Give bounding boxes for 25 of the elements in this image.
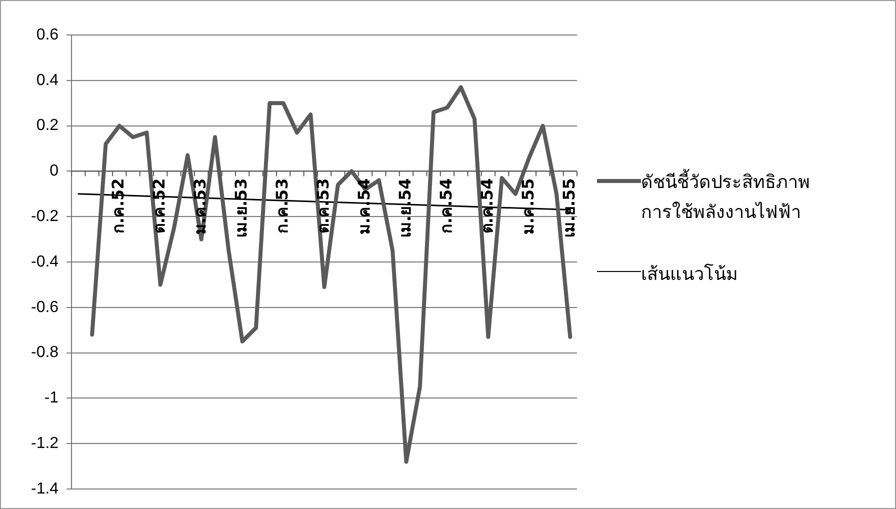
x-tick-label: เม.ย.53 xyxy=(231,178,250,238)
y-tick-label: 0.2 xyxy=(36,117,59,134)
y-tick-label: -0.6 xyxy=(30,298,59,316)
x-tick-label: ต.ค.53 xyxy=(313,178,332,234)
y-tick-label: 0.6 xyxy=(36,26,59,44)
x-tick-label: ก.ค.52 xyxy=(108,178,128,234)
y-tick-label: 0.4 xyxy=(36,72,59,89)
y-tick-label: -0.8 xyxy=(30,344,59,362)
x-tick-label: ก.ค.54 xyxy=(436,178,456,234)
y-tick-label: 0 xyxy=(50,162,59,180)
y-tick-label: -0.2 xyxy=(30,208,59,226)
legend-label: เส้นแนวโน้ม xyxy=(641,262,739,287)
y-tick-label: -1 xyxy=(44,390,59,407)
y-tick-label: -1.4 xyxy=(30,480,59,498)
y-tick-label: -1.2 xyxy=(30,435,59,452)
y-tick-label: -0.4 xyxy=(30,253,59,270)
x-tick-label: ม.ค.54 xyxy=(354,178,374,235)
x-tick-label: ม.ค.53 xyxy=(190,178,210,235)
legend-label: ดัชนีชี้วัดประสิทธิภาพการใช้พลังงานไฟฟ้า xyxy=(641,168,811,225)
x-tick-label: ม.ค.55 xyxy=(518,178,538,235)
x-tick-label: ต.ค.52 xyxy=(150,178,169,234)
x-tick-label: ก.ค.53 xyxy=(272,178,292,234)
x-tick-label: เม.ย.54 xyxy=(395,178,414,238)
x-tick-label: ต.ค.54 xyxy=(477,178,496,234)
x-tick-label: เม.ย.55 xyxy=(559,178,578,238)
